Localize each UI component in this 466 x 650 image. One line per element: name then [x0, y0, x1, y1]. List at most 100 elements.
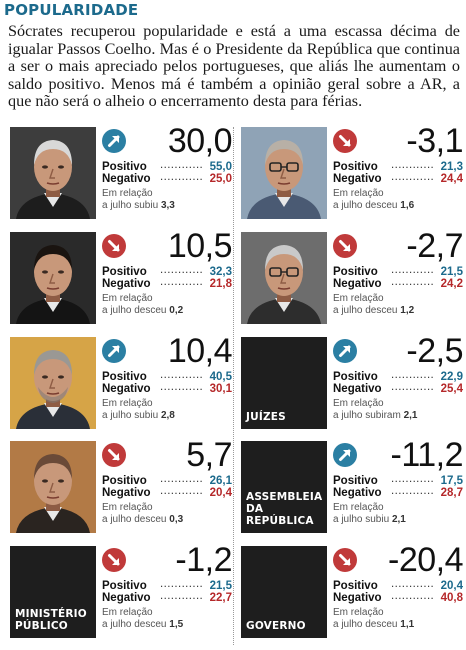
portrait-photo: [241, 232, 327, 324]
trend-up-icon: [333, 443, 357, 467]
positive-row: Positivo ...............................…: [333, 369, 463, 384]
change-value: 1,2: [400, 305, 415, 316]
institution-label: JUÍZES: [246, 411, 286, 423]
negative-row: Negativo ...............................…: [333, 171, 463, 186]
change-text: a julho desceu: [102, 305, 167, 316]
negative-value: 21,8: [209, 278, 232, 290]
trend-down-icon: [333, 129, 357, 153]
negative-value: 25,4: [440, 383, 463, 395]
relation-label: Em relação: [333, 293, 384, 304]
positive-value: 20,4: [440, 580, 463, 592]
institution-label: GOVERNO: [246, 620, 306, 632]
positive-row: Positivo ...............................…: [333, 264, 463, 279]
negative-row: Negativo ...............................…: [333, 276, 463, 291]
trend-up-icon: [102, 339, 126, 363]
leader-dots: ................................: [391, 590, 435, 602]
leader-dots: ................................: [391, 159, 435, 171]
portrait-photo: [10, 441, 96, 533]
leader-dots: ................................: [391, 473, 435, 485]
positive-value: 21,5: [209, 580, 232, 592]
positive-value: 55,0: [209, 161, 232, 173]
score-value: -20,4: [388, 541, 464, 579]
leader-dots: ................................: [160, 578, 204, 590]
negative-label: Negativo: [333, 383, 382, 395]
change-value: 1,5: [169, 619, 184, 630]
change-note: Em relação a julho desceu 1,2: [333, 293, 463, 317]
score-value: -2,7: [406, 227, 463, 265]
leader-dots: ................................: [160, 473, 204, 485]
negative-label: Negativo: [333, 592, 382, 604]
rating-card: -2,7 Positivo ..........................…: [241, 227, 465, 336]
leader-dots: ................................: [391, 381, 435, 393]
positive-label: Positivo: [102, 580, 147, 592]
change-note: Em relação a julho subiu 2,8: [102, 398, 232, 422]
section-title: POPULARIDADE: [4, 1, 139, 19]
negative-label: Negativo: [102, 173, 151, 185]
negative-label: Negativo: [333, 487, 382, 499]
positive-row: Positivo ...............................…: [102, 264, 232, 279]
negative-row: Negativo ...............................…: [333, 381, 463, 396]
relation-label: Em relação: [333, 188, 384, 199]
score-value: 5,7: [186, 436, 232, 474]
score-value: -3,1: [406, 122, 463, 160]
change-value: 1,1: [400, 619, 415, 630]
change-value: 3,3: [160, 200, 175, 211]
rating-card: -3,1 Positivo ..........................…: [241, 122, 465, 231]
portrait-photo: [10, 127, 96, 219]
relation-label: Em relação: [333, 502, 384, 513]
positive-value: 32,3: [209, 266, 232, 278]
change-note: Em relação a julho desceu 1,6: [333, 188, 463, 212]
positive-row: Positivo ...............................…: [333, 473, 463, 488]
portrait-photo: [10, 232, 96, 324]
positive-value: 21,5: [440, 266, 463, 278]
change-text: a julho desceu: [333, 200, 398, 211]
change-note: Em relação a julho desceu 1,5: [102, 607, 232, 631]
positive-label: Positivo: [333, 161, 378, 173]
negative-value: 20,4: [209, 487, 232, 499]
negative-label: Negativo: [102, 383, 151, 395]
negative-row: Negativo ...............................…: [333, 485, 463, 500]
positive-row: Positivo ...............................…: [102, 578, 232, 593]
portrait-photo: [241, 127, 327, 219]
rating-card: ASSEMBLEIA DA REPÚBLICA -11,2 Positivo .…: [241, 436, 465, 545]
positive-value: 26,1: [209, 475, 232, 487]
score-value: -2,5: [406, 332, 463, 370]
trend-up-icon: [333, 339, 357, 363]
relation-label: Em relação: [102, 398, 153, 409]
positive-label: Positivo: [102, 161, 147, 173]
positive-row: Positivo ...............................…: [333, 159, 463, 174]
negative-row: Negativo ...............................…: [102, 590, 232, 605]
positive-label: Positivo: [333, 266, 378, 278]
leader-dots: ................................: [160, 171, 204, 183]
leader-dots: ................................: [391, 369, 435, 381]
score-value: 30,0: [167, 122, 233, 160]
negative-label: Negativo: [102, 592, 151, 604]
positive-label: Positivo: [333, 475, 378, 487]
leader-dots: ................................: [391, 578, 435, 590]
intro-paragraph: Sócrates recuperou popularidade e está a…: [8, 22, 460, 111]
change-note: Em relação a julho desceu 0,3: [102, 502, 232, 526]
negative-value: 30,1: [209, 383, 232, 395]
negative-value: 24,4: [440, 173, 463, 185]
positive-label: Positivo: [102, 266, 147, 278]
trend-down-icon: [102, 234, 126, 258]
change-note: Em relação a julho subiu 2,1: [333, 502, 463, 526]
change-text: a julho desceu: [333, 619, 398, 630]
change-text: a julho subiram: [333, 410, 401, 421]
relation-label: Em relação: [333, 398, 384, 409]
negative-value: 40,8: [440, 592, 463, 604]
positive-label: Positivo: [333, 580, 378, 592]
leader-dots: ................................: [160, 485, 204, 497]
change-text: a julho subiu: [333, 514, 390, 525]
institution-tile: JUÍZES: [241, 337, 327, 429]
negative-label: Negativo: [102, 278, 151, 290]
change-note: Em relação a julho desceu 0,2: [102, 293, 232, 317]
trend-down-icon: [333, 548, 357, 572]
positive-value: 22,9: [440, 371, 463, 383]
rating-card: 30,0 Positivo ..........................…: [10, 122, 234, 231]
rating-card: 10,4 Positivo ..........................…: [10, 332, 234, 441]
leader-dots: ................................: [160, 369, 204, 381]
relation-label: Em relação: [102, 188, 153, 199]
positive-value: 21,3: [440, 161, 463, 173]
positive-row: Positivo ...............................…: [102, 369, 232, 384]
